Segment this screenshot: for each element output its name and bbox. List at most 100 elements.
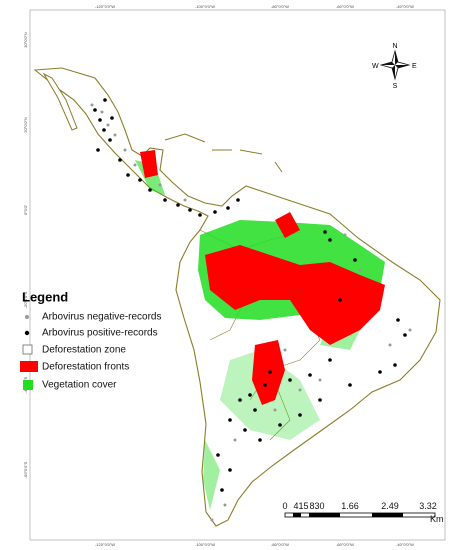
- positive-record: [278, 423, 282, 427]
- legend-label: Arbovirus negative-records: [42, 312, 162, 323]
- positive-record: [108, 138, 112, 142]
- negative-record: [388, 343, 392, 347]
- legend-title: Legend: [22, 289, 68, 304]
- negative-record: [233, 438, 237, 442]
- legend-label: Arbovirus positive-records: [42, 328, 158, 339]
- positive-record: [163, 198, 167, 202]
- negative-record: [113, 133, 117, 137]
- scale-label: 2.49: [381, 501, 399, 511]
- positive-record: [393, 363, 397, 367]
- negative-record: [210, 518, 214, 522]
- legend-label: Deforestation zone: [42, 345, 126, 356]
- arbovirus-records: [90, 98, 412, 522]
- negative-record: [358, 268, 362, 272]
- positive-record: [126, 173, 130, 177]
- bottom-label: -120°0'0"W: [95, 542, 115, 547]
- bottom-label: -80°0'0"W: [271, 542, 289, 547]
- top-label: -60°0'0"W: [336, 4, 354, 9]
- positive-record: [328, 238, 332, 242]
- positive-record: [263, 383, 267, 387]
- positive-record: [110, 116, 114, 120]
- left-label: -50°0'0"S: [23, 461, 28, 478]
- negative-record: [298, 388, 302, 392]
- negative-record: [90, 103, 94, 107]
- positive-record: [216, 453, 220, 457]
- positive-record: [228, 468, 232, 472]
- negative-record: [123, 148, 127, 152]
- bottom-label: -40°0'0"W: [396, 542, 414, 547]
- positive-record: [353, 258, 357, 262]
- legend-label: Deforestation fronts: [42, 362, 129, 373]
- positive-record: [323, 230, 327, 234]
- positive-record: [348, 383, 352, 387]
- positive-record: [148, 188, 152, 192]
- scale-label: 830: [309, 501, 324, 511]
- negative-record: [283, 348, 287, 352]
- scale-label: 3.32: [419, 501, 437, 511]
- positive-record: [198, 213, 202, 217]
- negative-record: [343, 233, 347, 237]
- positive-record: [308, 373, 312, 377]
- positive-record: [118, 158, 122, 162]
- positive-record: [213, 210, 217, 214]
- top-label: -80°0'0"W: [271, 4, 289, 9]
- compass: N S E W: [372, 43, 417, 90]
- positive-record: [338, 298, 342, 302]
- positive-record: [103, 98, 107, 102]
- negative-record: [133, 163, 137, 167]
- top-label: -40°0'0"W: [396, 4, 414, 9]
- negative-record: [106, 123, 110, 127]
- positive-record: [268, 370, 272, 374]
- scale-label: 415: [293, 501, 308, 511]
- compass-w: W: [372, 63, 379, 70]
- positive-record: [298, 413, 302, 417]
- positive-record: [236, 198, 240, 202]
- bottom-label: -60°0'0"W: [336, 542, 354, 547]
- positive-record: [288, 378, 292, 382]
- positive-record: [243, 428, 247, 432]
- positive-record: [328, 358, 332, 362]
- positive-record: [378, 370, 382, 374]
- legend-symbol: [24, 330, 30, 336]
- legend-symbol: [23, 380, 33, 390]
- negative-record: [408, 328, 412, 332]
- positive-record: [396, 318, 400, 322]
- positive-record: [93, 108, 97, 112]
- positive-record: [238, 398, 242, 402]
- positive-record: [248, 393, 252, 397]
- baja-peninsula: [42, 72, 78, 131]
- negative-record: [183, 198, 187, 202]
- positive-record: [226, 206, 230, 210]
- bottom-label: -100°0'0"W: [195, 542, 215, 547]
- scale-unit: Km: [430, 514, 444, 524]
- top-label: -120°0'0"W: [95, 4, 115, 9]
- positive-record: [176, 203, 180, 207]
- negative-record: [158, 183, 162, 187]
- positive-record: [253, 408, 257, 412]
- negative-record: [223, 503, 227, 507]
- legend-symbol: [25, 315, 29, 319]
- positive-record: [228, 418, 232, 422]
- positive-record: [102, 128, 106, 132]
- scale-bar: 0 415 830 1.66 2.49 3.32 Km: [282, 501, 443, 524]
- legend: Legend Arbovirus negative-records Arbovi…: [20, 289, 162, 391]
- positive-record: [403, 333, 407, 337]
- positive-record: [220, 488, 224, 492]
- left-label: 20°0'0"N: [23, 117, 28, 133]
- top-label: -100°0'0"W: [195, 4, 215, 9]
- left-label: 0°0'0": [23, 204, 28, 215]
- compass-n: N: [392, 43, 397, 50]
- scale-label: 1.66: [341, 501, 359, 511]
- legend-symbol: [20, 361, 38, 372]
- positive-record: [188, 208, 192, 212]
- legend-symbol: [22, 344, 33, 355]
- compass-e: E: [412, 63, 417, 70]
- scale-label: 0: [282, 501, 287, 511]
- positive-record: [98, 118, 102, 122]
- legend-label: Vegetation cover: [42, 380, 117, 391]
- left-label: -20°0'0"S: [23, 291, 28, 308]
- negative-record: [100, 110, 104, 114]
- negative-record: [318, 378, 322, 382]
- positive-record: [96, 148, 100, 152]
